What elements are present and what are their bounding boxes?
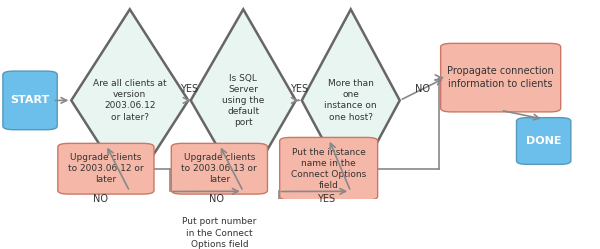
Text: Are all clients at
version
2003.06.12
or later?: Are all clients at version 2003.06.12 or… [93, 79, 167, 122]
Text: Propagate connection
information to clients: Propagate connection information to clie… [447, 66, 554, 89]
Polygon shape [191, 9, 296, 191]
Text: START: START [10, 95, 50, 105]
FancyBboxPatch shape [440, 43, 560, 112]
Text: Is SQL
Server
using the
default
port: Is SQL Server using the default port [222, 74, 265, 127]
Polygon shape [302, 9, 400, 191]
FancyBboxPatch shape [171, 143, 268, 194]
Text: Put port number
in the Connect
Options field: Put port number in the Connect Options f… [182, 217, 257, 249]
Text: YES: YES [181, 83, 199, 94]
Text: NO: NO [209, 194, 224, 204]
Text: NO: NO [415, 83, 430, 94]
FancyBboxPatch shape [3, 71, 57, 130]
Polygon shape [71, 9, 188, 191]
Text: NO: NO [93, 194, 108, 204]
FancyBboxPatch shape [517, 118, 571, 164]
Text: YES: YES [290, 83, 308, 94]
Text: Put the instance
name in the
Connect Options
field: Put the instance name in the Connect Opt… [291, 148, 366, 190]
Text: More than
one
instance on
one host?: More than one instance on one host? [325, 79, 377, 122]
Text: DONE: DONE [526, 136, 562, 146]
FancyBboxPatch shape [171, 208, 268, 249]
FancyBboxPatch shape [58, 143, 154, 194]
Text: Upgrade clients
to 2003.06.12 or
later: Upgrade clients to 2003.06.12 or later [68, 153, 144, 184]
FancyBboxPatch shape [280, 137, 377, 200]
Text: YES: YES [317, 194, 335, 204]
Text: Upgrade clients
to 2003.06.13 or
later: Upgrade clients to 2003.06.13 or later [181, 153, 257, 184]
